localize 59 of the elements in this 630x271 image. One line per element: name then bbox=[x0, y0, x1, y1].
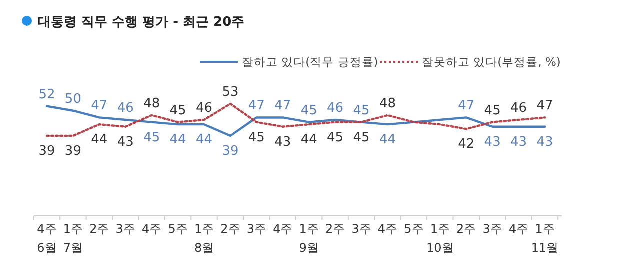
x-tick-label: 2주 bbox=[456, 222, 476, 236]
data-label: 44 bbox=[300, 132, 318, 148]
data-label: 46 bbox=[196, 101, 213, 116]
data-label: 43 bbox=[274, 134, 292, 150]
data-label: 42 bbox=[458, 137, 475, 152]
data-label: 46 bbox=[510, 101, 528, 116]
x-tick-label: 2주 bbox=[90, 222, 110, 236]
data-label: 45 bbox=[484, 103, 501, 118]
data-label: 45 bbox=[353, 103, 370, 118]
data-label: 47 bbox=[458, 98, 475, 114]
x-tick-label: 1주 10월 bbox=[426, 222, 454, 255]
x-tick-label: 4주 bbox=[273, 222, 293, 236]
x-tick-label: 3주 bbox=[246, 222, 267, 236]
data-label: 39 bbox=[38, 144, 56, 159]
data-label: 48 bbox=[379, 96, 396, 112]
x-tick-label: 3주 bbox=[352, 222, 372, 236]
data-label: 44 bbox=[196, 132, 213, 148]
legend-label: 잘하고 있다(직무 긍정률) bbox=[242, 55, 378, 69]
data-label: 43 bbox=[117, 134, 134, 150]
x-tick-label: 3주 bbox=[482, 222, 502, 236]
data-label: 43 bbox=[510, 134, 528, 150]
x-tick-label: 4주 6월 bbox=[37, 222, 57, 255]
data-label: 47 bbox=[248, 98, 265, 114]
data-label: 48 bbox=[144, 96, 160, 112]
data-label: 46 bbox=[117, 101, 134, 116]
data-label: 45 bbox=[144, 130, 160, 146]
x-tick-label: 1주 11월 bbox=[531, 222, 559, 255]
x-tick-label: 3주 bbox=[116, 222, 136, 236]
data-label: 47 bbox=[536, 98, 554, 114]
data-label: 46 bbox=[327, 101, 344, 116]
data-label: 44 bbox=[91, 132, 108, 148]
data-label: 50 bbox=[64, 92, 82, 107]
data-label: 47 bbox=[91, 98, 108, 114]
x-tick-label: 5주 bbox=[168, 222, 188, 236]
x-tick-label: 1주 9월 bbox=[299, 222, 319, 255]
x-tick-label: 2주 bbox=[220, 222, 240, 236]
x-tick-label: 1주 7월 bbox=[63, 222, 84, 255]
data-label: 43 bbox=[536, 134, 554, 150]
data-label: 45 bbox=[248, 130, 265, 146]
data-label: 45 bbox=[353, 130, 370, 146]
data-label: 45 bbox=[327, 130, 344, 146]
x-tick-label: 5주 bbox=[404, 222, 424, 236]
x-tick-label: 4주 bbox=[508, 222, 529, 236]
data-label: 45 bbox=[300, 103, 318, 118]
data-label: 43 bbox=[484, 134, 501, 150]
data-label: 44 bbox=[170, 132, 186, 148]
data-label: 47 bbox=[274, 98, 292, 114]
data-label: 52 bbox=[38, 87, 56, 102]
x-tick-label: 2주 bbox=[325, 222, 346, 236]
data-label: 45 bbox=[170, 103, 186, 118]
data-label: 39 bbox=[222, 144, 239, 159]
data-label: 44 bbox=[379, 132, 396, 148]
x-tick-label: 1주 8월 bbox=[194, 222, 214, 255]
chart-title: 대통령 직무 수행 평가 - 최근 20주 bbox=[38, 15, 245, 30]
legend-label: 잘못하고 있다(부정률, %) bbox=[422, 55, 561, 69]
data-label: 39 bbox=[64, 144, 82, 159]
x-tick-label: 4주 bbox=[142, 222, 162, 236]
x-tick-label: 4주 bbox=[378, 222, 398, 236]
data-label: 53 bbox=[222, 85, 239, 100]
